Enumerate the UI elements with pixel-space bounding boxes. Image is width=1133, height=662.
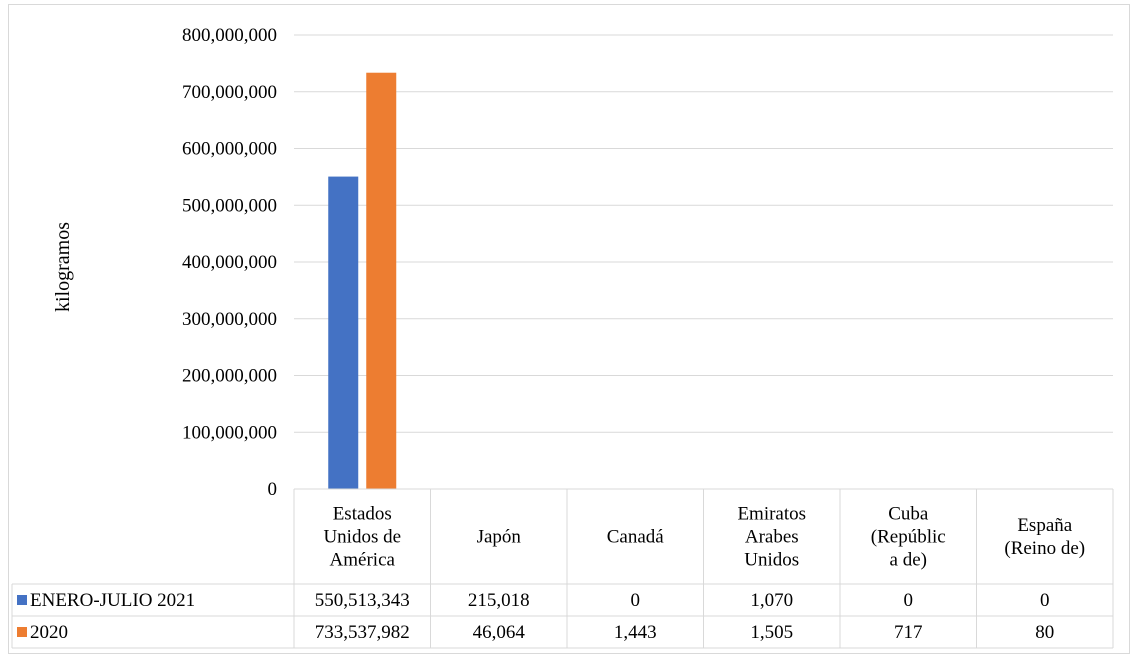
table-value: 733,537,982 — [315, 622, 410, 643]
table-value: 46,064 — [473, 622, 526, 643]
table-value: 0 — [631, 590, 641, 611]
y-tick-label: 300,000,000 — [182, 309, 277, 330]
category-label: España (Reino de) — [1004, 515, 1085, 559]
table-value: 550,513,343 — [315, 590, 410, 611]
table-value: 1,505 — [750, 622, 793, 643]
y-tick-label: 500,000,000 — [182, 195, 277, 216]
bars — [328, 72, 1079, 489]
y-tick-labels: 0 100,000,000 200,000,000 300,000,000 400,00… — [182, 25, 277, 500]
y-tick-label: 200,000,000 — [182, 366, 277, 387]
table-value: 717 — [894, 622, 923, 643]
y-axis-label: kilogramos — [52, 222, 74, 312]
chart-frame: 0 100,000,000 200,000,000 300,000,000 400,00… — [8, 4, 1130, 654]
category-label: Canadá — [607, 527, 665, 548]
y-tick-label: 100,000,000 — [182, 422, 277, 443]
table-value: 215,018 — [468, 590, 530, 611]
legend-label: ENERO-JULIO 2021 — [30, 590, 195, 611]
table-value: 0 — [1040, 590, 1050, 611]
y-tick-label: 400,000,000 — [182, 252, 277, 273]
y-tick-label: 600,000,000 — [182, 139, 277, 160]
bar — [328, 176, 359, 489]
category-label: Cuba (Repúblic a de) — [871, 504, 946, 571]
table-value: 1,070 — [750, 590, 793, 611]
bar-chart: 0 100,000,000 200,000,000 300,000,000 400,00… — [11, 25, 1114, 649]
category-label: Estados Unidos de América — [323, 504, 401, 571]
table-value: 1,443 — [614, 622, 657, 643]
y-tick-label: 700,000,000 — [182, 82, 277, 103]
gridlines — [294, 34, 1113, 433]
bar — [366, 72, 397, 489]
category-label: Emiratos Arabes Unidos — [737, 504, 806, 571]
data-table: Estados Unidos de América Japón Canadá Emirat… — [11, 488, 1114, 649]
legend-key — [17, 627, 27, 637]
table-value: 80 — [1035, 622, 1054, 643]
y-tick-label: 0 — [268, 479, 278, 500]
table-value: 0 — [904, 590, 914, 611]
legend-key — [17, 595, 27, 605]
category-label: Japón — [477, 527, 522, 548]
y-tick-label: 800,000,000 — [182, 25, 277, 46]
legend-label: 2020 — [30, 622, 68, 643]
